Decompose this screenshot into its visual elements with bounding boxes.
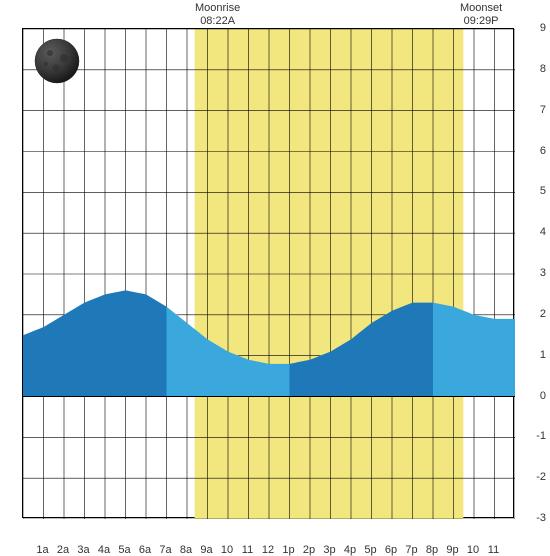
x-tick-label: 5p — [364, 544, 376, 556]
y-tick-label: 6 — [540, 145, 546, 157]
x-tick-label: 6p — [385, 544, 397, 556]
x-tick-label: 10 — [467, 544, 479, 556]
y-tick-label: 4 — [540, 226, 546, 238]
x-tick-label: 12 — [262, 544, 274, 556]
moonset-title: Moonset — [460, 2, 502, 15]
tide-chart-container: Moonrise 08:22A Moonset 09:29P -3 -2 -1 0 1 2… — [0, 0, 550, 550]
y-tick-label: 8 — [540, 63, 546, 75]
x-tick-label: 6a — [139, 544, 151, 556]
y-tick-label: 7 — [540, 104, 546, 116]
x-tick-label: 9p — [446, 544, 458, 556]
x-tick-label: 3p — [323, 544, 335, 556]
y-tick-label: 2 — [540, 308, 546, 320]
x-tick-label: 4p — [344, 544, 356, 556]
x-tick-label: 1p — [282, 544, 294, 556]
x-tick-label: 4a — [98, 544, 110, 556]
x-tick-label: 1a — [36, 544, 48, 556]
x-tick-label: 7p — [405, 544, 417, 556]
y-tick-label: -3 — [536, 512, 546, 524]
moonrise-label: Moonrise 08:22A — [195, 2, 240, 28]
y-tick-label: 0 — [540, 390, 546, 402]
moon-phase-icon — [34, 38, 80, 84]
x-tick-label: 2p — [303, 544, 315, 556]
chart-plot-area — [22, 28, 514, 518]
x-tick-label: 5a — [118, 544, 130, 556]
x-tick-label: 7a — [159, 544, 171, 556]
moonset-label: Moonset 09:29P — [460, 2, 502, 28]
y-tick-label: 3 — [540, 267, 546, 279]
x-tick-label: 11 — [242, 544, 253, 556]
y-tick-label: 9 — [540, 22, 546, 34]
x-tick-label: 8p — [426, 544, 438, 556]
y-tick-label: -2 — [536, 471, 546, 483]
x-tick-label: 9a — [200, 544, 212, 556]
x-tick-label: 11 — [488, 544, 499, 556]
y-tick-label: 5 — [540, 185, 546, 197]
x-tick-label: 8a — [180, 544, 192, 556]
x-tick-label: 2a — [57, 544, 69, 556]
y-tick-label: 1 — [540, 349, 546, 361]
x-tick-label: 3a — [77, 544, 89, 556]
moonrise-title: Moonrise — [195, 2, 240, 15]
moonset-time: 09:29P — [460, 15, 502, 28]
y-tick-label: -1 — [536, 430, 546, 442]
x-tick-label: 10 — [221, 544, 233, 556]
chart-svg — [23, 29, 515, 519]
moonrise-time: 08:22A — [195, 15, 240, 28]
